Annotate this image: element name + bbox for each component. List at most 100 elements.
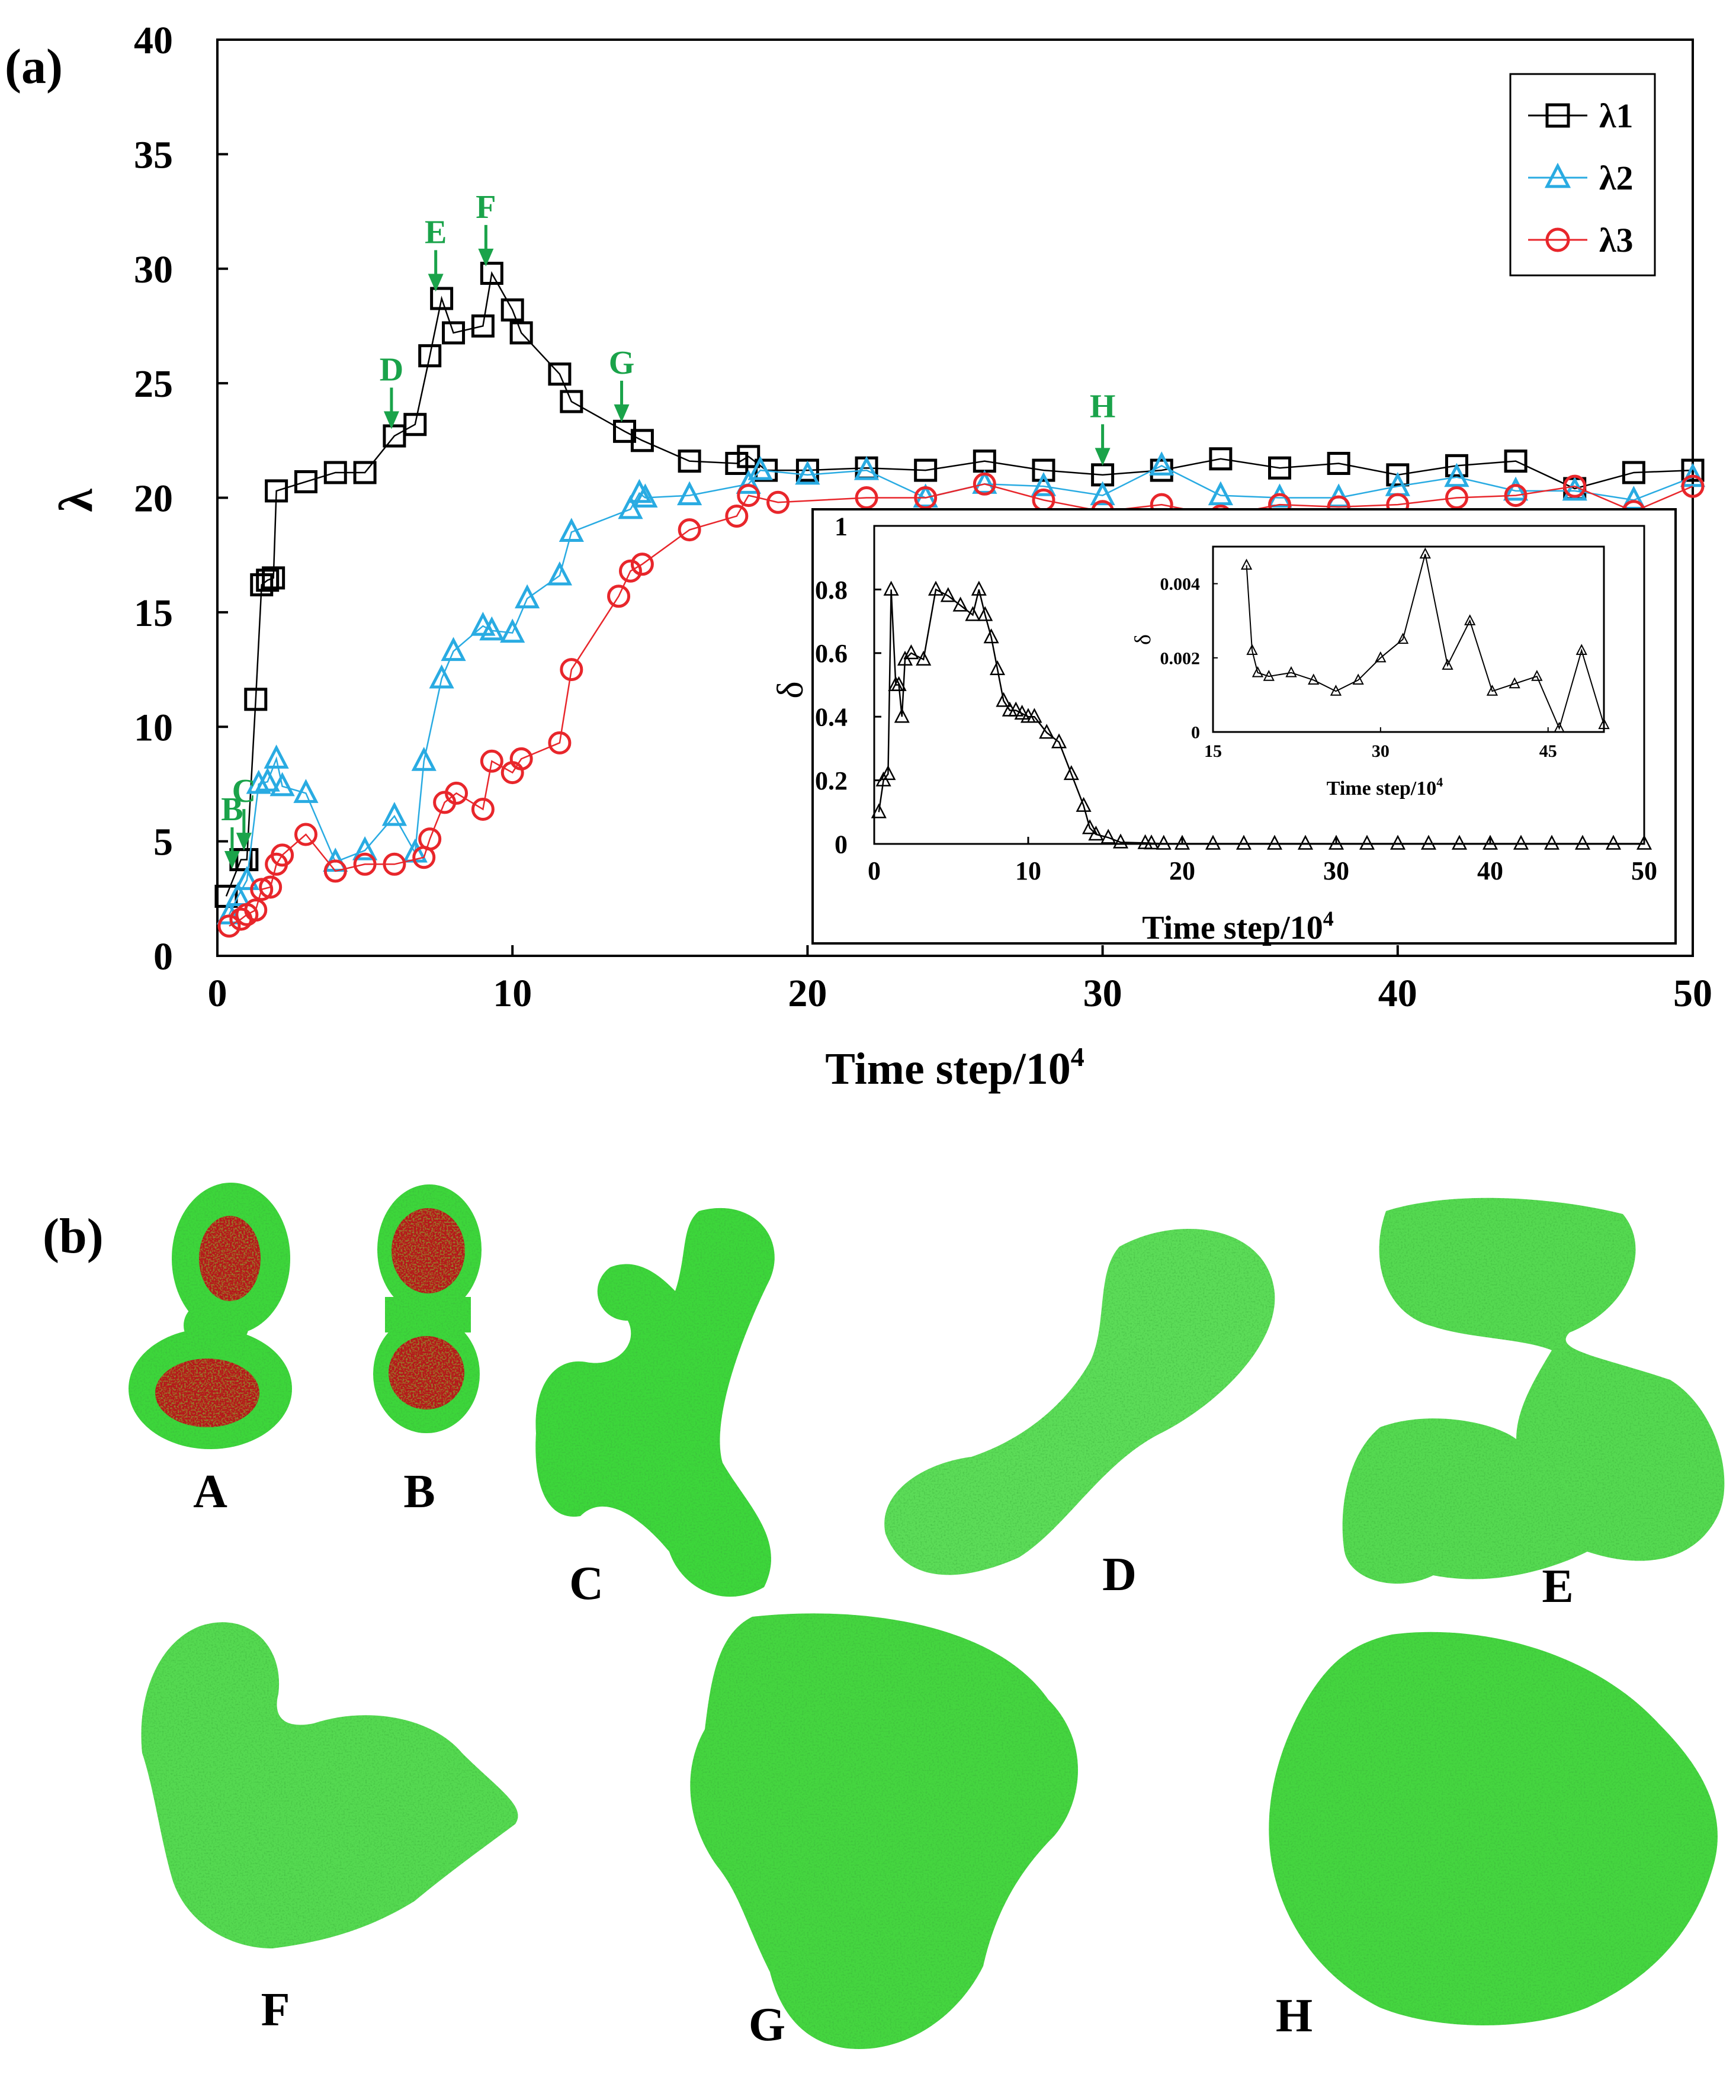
data-point-δ (1063, 765, 1079, 781)
data-point-λ1 (509, 321, 533, 345)
data-point-λ1 (265, 479, 288, 503)
series-line-λ2 (228, 464, 1693, 915)
annotation-arrowhead-C (236, 833, 252, 851)
annotation-label-E: E (425, 214, 447, 251)
data-point-δ (965, 606, 981, 621)
data-point-δ (1156, 834, 1172, 850)
y-tick-label: 0.004 (1160, 574, 1201, 594)
y-tick-label: 0.8 (815, 576, 848, 605)
data-point-λ1 (737, 445, 760, 468)
snapshot-label-D: D (1102, 1549, 1137, 1601)
y-tick-label: 0.002 (1160, 648, 1201, 668)
data-point-λ2 (618, 495, 643, 519)
data-point-λ1 (353, 461, 377, 484)
annotation-label-F: F (476, 189, 496, 226)
data-point-λ3 (1681, 474, 1705, 498)
data-point-λ2 (269, 772, 295, 797)
data-point-λ1 (244, 688, 268, 711)
data-point-λ1 (630, 429, 654, 452)
data-point-λ3 (1504, 484, 1528, 508)
annotation-label-C: C (232, 773, 256, 810)
data-point-δ (1246, 644, 1258, 655)
zoom-x-axis-label: Time step/104 (1327, 775, 1443, 799)
data-point-λ2 (747, 455, 773, 480)
data-point-δ (1252, 666, 1264, 677)
annotation-arrowhead-D (383, 411, 399, 429)
legend: λ1 λ2 λ3 (1509, 73, 1656, 277)
x-tick-label: 30 (1372, 741, 1390, 761)
data-point-λ3 (217, 914, 241, 938)
data-point-λ2 (1444, 463, 1469, 487)
data-point-δ (1598, 718, 1610, 730)
data-point-δ (1442, 659, 1453, 670)
data-point-δ (1263, 670, 1275, 681)
data-point-λ3 (471, 797, 495, 821)
data-point-λ2 (736, 470, 761, 494)
snapshot-label-B: B (403, 1466, 435, 1518)
data-point-δ (1112, 833, 1129, 849)
zoom-frame (1212, 545, 1605, 733)
data-point-λ2 (853, 455, 880, 480)
y-tick-label: 0.4 (815, 703, 848, 732)
data-point-δ (894, 708, 910, 723)
data-point-δ (1420, 834, 1437, 850)
data-point-λ1 (1209, 447, 1233, 471)
inset-x-axis-label: Time step/104 (1142, 907, 1333, 946)
data-point-δ (871, 803, 887, 818)
snapshot-C (535, 1208, 775, 1597)
x-tick-label: 40 (1477, 856, 1503, 885)
data-point-λ2 (1149, 451, 1175, 476)
data-point-λ2 (441, 637, 466, 662)
data-point-δ (996, 692, 1012, 707)
data-point-δ (1205, 834, 1221, 850)
data-point-δ (1509, 677, 1520, 689)
data-point-δ (1486, 685, 1498, 696)
panel-label-b: (b) (43, 1209, 104, 1264)
x-tick-label: 50 (1631, 856, 1657, 885)
data-point-λ2 (429, 664, 454, 689)
data-point-λ2 (255, 767, 280, 792)
snapshot-label-F: F (261, 1984, 290, 2036)
data-point-λ1 (1504, 449, 1528, 473)
x-tick-label: 15 (1204, 741, 1222, 761)
snapshot-B (373, 1184, 482, 1433)
x-tick-label: 0 (208, 972, 227, 1015)
y-tick-label: 0 (835, 830, 848, 859)
annotation-label-D: D (380, 351, 403, 388)
snapshot-E (1342, 1197, 1725, 1584)
data-point-λ2 (1090, 481, 1115, 506)
data-point-λ1 (678, 449, 701, 473)
data-point-δ (1544, 834, 1560, 850)
data-point-λ3 (618, 559, 642, 583)
data-point-δ (1051, 733, 1067, 749)
data-point-λ1 (548, 362, 572, 386)
snapshot-H (1269, 1632, 1718, 2025)
data-point-δ (883, 580, 899, 596)
data-point-λ1 (430, 287, 454, 310)
data-point-λ2 (795, 460, 820, 485)
zoom-series (1240, 547, 1610, 733)
x-tick-label: 0 (868, 856, 881, 885)
data-point-δ (1240, 558, 1253, 570)
main-x-axis-label: Time step/104 (825, 1042, 1084, 1094)
snapshot-A (129, 1183, 292, 1449)
annotation-label-H: H (1090, 388, 1116, 425)
data-point-δ (1574, 834, 1591, 850)
data-point-δ (1297, 834, 1314, 850)
legend-label-λ1: λ1 (1599, 97, 1634, 135)
data-point-δ (1636, 834, 1652, 850)
data-point-δ (1088, 826, 1104, 841)
data-point-δ (1605, 834, 1622, 850)
y-tick-label: 30 (134, 248, 173, 291)
data-point-λ2 (1562, 476, 1587, 501)
data-point-λ1 (1327, 451, 1350, 475)
data-point-λ2 (246, 769, 271, 794)
data-point-λ3 (353, 852, 377, 876)
data-point-λ3 (678, 518, 701, 542)
data-point-λ1 (480, 261, 503, 285)
data-point-λ1 (1445, 454, 1468, 477)
data-point-λ1 (1386, 463, 1410, 487)
x-tick-label: 30 (1323, 856, 1349, 885)
x-tick-label: 50 (1673, 972, 1712, 1015)
